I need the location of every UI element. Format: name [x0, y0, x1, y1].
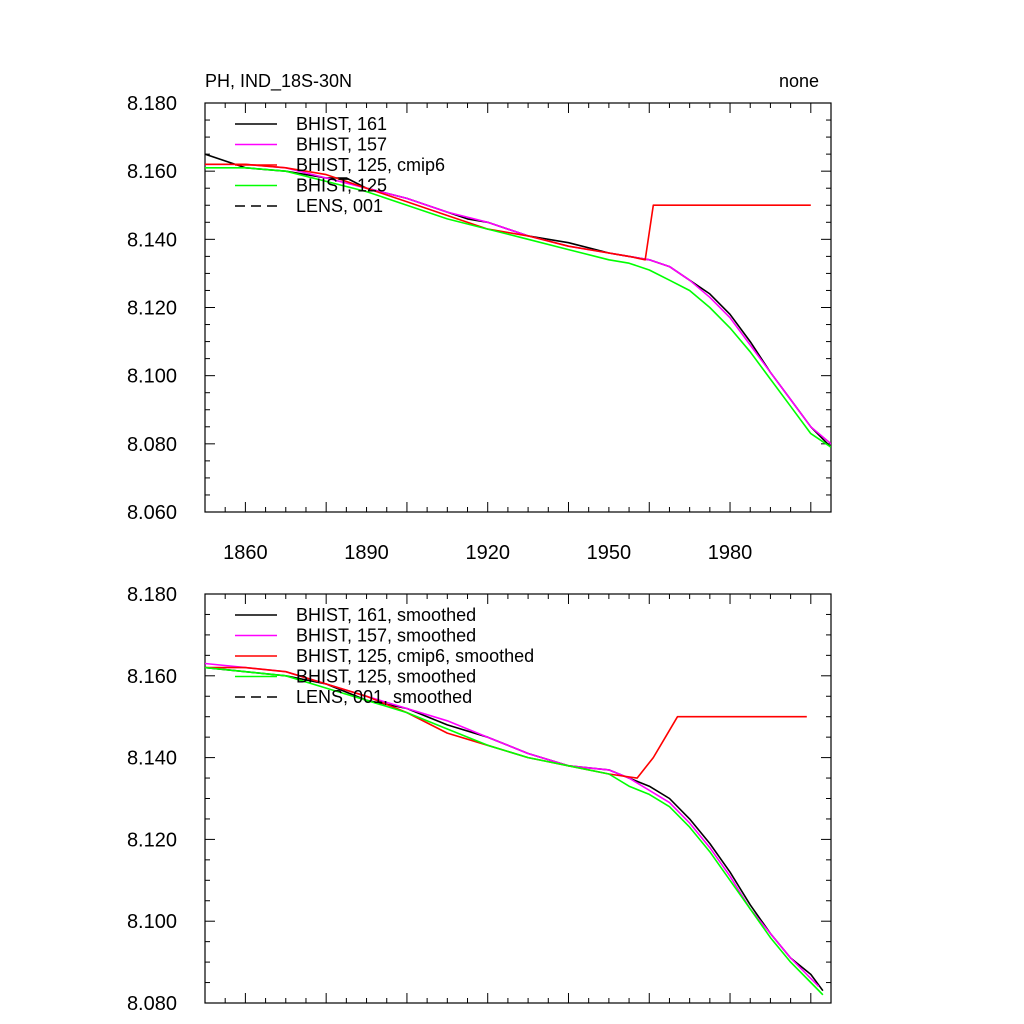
legend-label: LENS, 001 — [296, 196, 383, 216]
y-tick-label: 8.180 — [127, 584, 177, 606]
x-tick-label: 1950 — [587, 542, 632, 564]
legend-label: BHIST, 157, smoothed — [296, 626, 476, 646]
y-tick-label: 8.160 — [127, 161, 177, 183]
x-tick-label: 1980 — [708, 542, 753, 564]
series-line — [205, 666, 824, 996]
y-tick-label: 8.180 — [127, 93, 177, 115]
series-line — [205, 167, 831, 448]
legend-label: BHIST, 125, cmip6 — [296, 155, 445, 175]
y-tick-label: 8.120 — [127, 829, 177, 851]
legend-label: LENS, 001, smoothed — [296, 687, 472, 707]
series-line — [205, 163, 811, 261]
x-tick-label: 1920 — [465, 542, 510, 564]
y-tick-label: 8.100 — [127, 911, 177, 933]
series-line — [205, 662, 820, 988]
chart-title-right: none — [779, 71, 819, 91]
legend-label: BHIST, 125 — [296, 176, 387, 196]
x-tick-label: 1890 — [344, 542, 389, 564]
top-panel: 8.060 8.080 8.100 8.120 8.140 8.160 8.180 1860 1… — [127, 71, 832, 564]
legend-label: BHIST, 161, smoothed — [296, 605, 476, 625]
legend-label: BHIST, 125, cmip6, smoothed — [296, 646, 534, 666]
legend-label: BHIST, 161 — [296, 114, 387, 134]
legend-label: BHIST, 157 — [296, 135, 387, 155]
series-line — [205, 153, 831, 448]
y-tick-label: 8.060 — [127, 502, 177, 524]
x-tick-label: 1860 — [223, 542, 268, 564]
y-tick-label: 8.160 — [127, 666, 177, 688]
chart-title: PH, IND_18S-30N — [205, 71, 352, 92]
bottom-panel: 8.080 8.100 8.120 8.140 8.160 8.180 BHIST, 161… — [127, 584, 832, 1015]
y-tick-label: 8.140 — [127, 229, 177, 251]
y-tick-label: 8.140 — [127, 748, 177, 770]
y-tick-label: 8.120 — [127, 298, 177, 320]
y-tick-label: 8.080 — [127, 434, 177, 456]
y-tick-label: 8.100 — [127, 366, 177, 388]
y-tick-label: 8.080 — [127, 993, 177, 1015]
legend-label: BHIST, 125, smoothed — [296, 667, 476, 687]
